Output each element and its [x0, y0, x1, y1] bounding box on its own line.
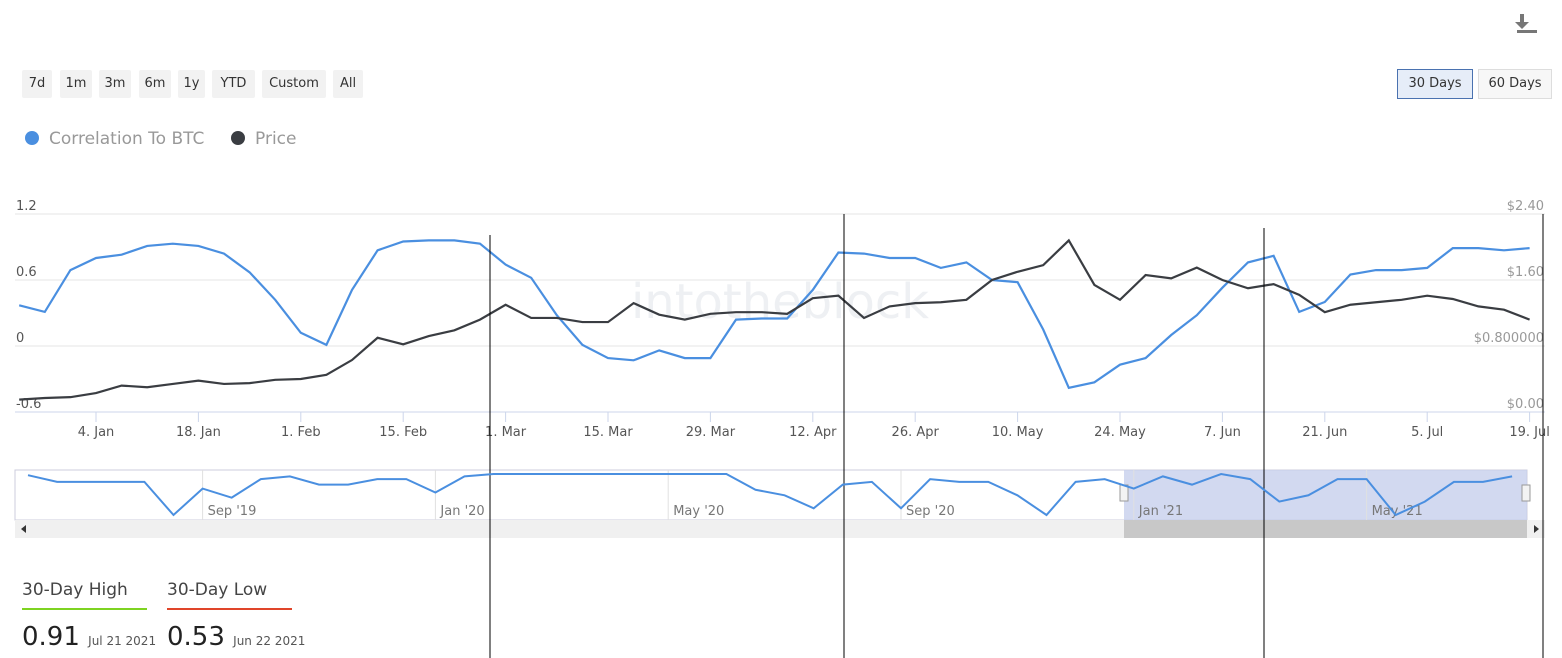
stat-value: 0.53 Jun 22 2021	[167, 622, 305, 652]
stat-date: Jul 21 2021	[88, 634, 157, 648]
window-button[interactable]: 30 Days	[1397, 69, 1473, 99]
x-tick-label: 15. Feb	[379, 425, 427, 440]
x-tick-label: 12. Apr	[789, 425, 837, 440]
series-line	[18, 239, 1530, 390]
x-tick-label: 4. Jan	[78, 425, 115, 440]
scroll-right[interactable]	[1534, 525, 1539, 533]
watermark: intotheblock	[631, 274, 929, 330]
y2-tick-label: $0.800000	[1474, 331, 1544, 346]
icon-part	[1517, 30, 1537, 33]
legend-marker[interactable]	[25, 131, 39, 145]
x-tick-label: 18. Jan	[176, 425, 221, 440]
download-icon[interactable]	[1515, 14, 1537, 33]
stat-value: 0.91 Jul 21 2021	[22, 622, 156, 652]
legend-label: Price	[255, 129, 296, 149]
x-tick-label: 10. May	[992, 425, 1044, 440]
x-tick-label: 7. Jun	[1204, 425, 1241, 440]
navigator-label: Jan '20	[439, 504, 484, 519]
range-button[interactable]: 6m	[139, 70, 171, 98]
navigator-label: Jan '21	[1138, 504, 1183, 519]
y-tick-label: 1.2	[16, 199, 37, 214]
plot: Correlation To BTC Price -0.6 0 0.6 1.2 $0.00 $…	[15, 129, 1550, 440]
x-tick-label: 1. Feb	[281, 425, 321, 440]
navigator-label: Sep '19	[208, 504, 257, 519]
scroll-left[interactable]	[21, 525, 26, 533]
icon-part	[1520, 14, 1524, 24]
x-tick-label: 26. Apr	[892, 425, 940, 440]
x-tick-label: 5. Jul	[1411, 425, 1443, 440]
stat-label: 30-Day Low	[167, 580, 292, 610]
range-button[interactable]: YTD	[212, 70, 255, 98]
navigator-handle[interactable]	[1119, 484, 1129, 502]
range-button[interactable]: 7d	[22, 70, 52, 98]
stat-block: 30-Day High 0.91 Jul 21 2021	[22, 580, 156, 652]
stat-date: Jun 22 2021	[233, 634, 306, 648]
icon-part	[1515, 22, 1529, 29]
y-tick-label: 0.6	[16, 265, 37, 280]
stat-block: 30-Day Low 0.53 Jun 22 2021	[167, 580, 305, 652]
window-button[interactable]: 60 Days	[1478, 69, 1552, 99]
legend-label: Correlation To BTC	[49, 129, 204, 149]
x-tick-label: 21. Jun	[1302, 425, 1347, 440]
stat-number: 0.91	[22, 622, 80, 652]
stat-number: 0.53	[167, 622, 225, 652]
x-tick-label: 1. Mar	[485, 425, 527, 440]
x-tick-label: 15. Mar	[583, 425, 633, 440]
x-tick-label: 19. Jul	[1509, 425, 1550, 440]
y2-tick-label: $1.60	[1507, 265, 1544, 280]
navigator-label: May '20	[673, 504, 724, 519]
x-tick-label: 24. May	[1094, 425, 1146, 440]
range-button[interactable]: Custom	[262, 70, 326, 98]
x-tick-label: 29. Mar	[686, 425, 736, 440]
navigator-line	[27, 472, 1513, 517]
range-button[interactable]: 1y	[178, 70, 205, 98]
y2-tick-label: $0.00	[1507, 397, 1544, 412]
y-tick-label: -0.6	[16, 397, 41, 412]
navigator-handle[interactable]	[1521, 484, 1531, 502]
stat-label: 30-Day High	[22, 580, 147, 610]
navigator-label: Sep '20	[906, 504, 955, 519]
y2-tick-label: $2.40	[1507, 199, 1544, 214]
range-button[interactable]: 3m	[99, 70, 131, 98]
navigator-selection	[1124, 470, 1527, 520]
series-line	[19, 238, 1530, 401]
range-button[interactable]: All	[333, 70, 363, 98]
range-button[interactable]: 1m	[60, 70, 92, 98]
y-tick-label: 0	[16, 331, 24, 346]
legend-marker[interactable]	[231, 131, 245, 145]
scrollbar-thumb[interactable]	[1124, 520, 1527, 538]
